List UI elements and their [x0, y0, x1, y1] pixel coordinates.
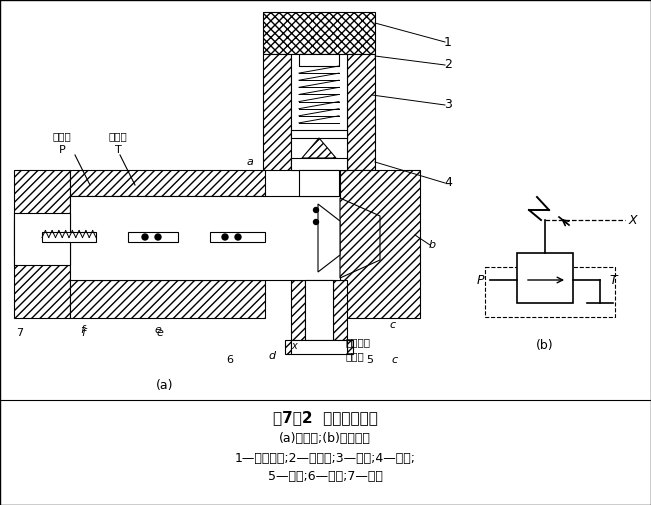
- Bar: [70, 280, 265, 318]
- Bar: [299, 54, 339, 66]
- Bar: [291, 158, 347, 170]
- Bar: [485, 267, 615, 317]
- Bar: [14, 220, 42, 255]
- Text: 或卸荷: 或卸荷: [345, 351, 364, 361]
- Text: f: f: [80, 325, 84, 335]
- Bar: [70, 170, 265, 196]
- Text: d: d: [268, 351, 275, 361]
- Circle shape: [314, 220, 318, 225]
- Text: 2: 2: [444, 59, 452, 72]
- Text: 4: 4: [444, 177, 452, 189]
- Bar: [70, 196, 340, 280]
- Text: 7: 7: [16, 328, 23, 338]
- Bar: [305, 280, 333, 340]
- Text: c: c: [392, 355, 398, 365]
- Bar: [285, 340, 291, 354]
- Text: P: P: [477, 274, 484, 286]
- Bar: [347, 340, 353, 354]
- Text: 进油腔: 进油腔: [53, 131, 72, 141]
- Text: 图7－2  先导式溢流阀: 图7－2 先导式溢流阀: [273, 411, 378, 426]
- Text: 6: 6: [227, 355, 234, 365]
- Text: P: P: [59, 145, 65, 155]
- Text: 5—弹簧;6—阀芯;7—阀座: 5—弹簧;6—阀芯;7—阀座: [268, 470, 382, 482]
- Text: e: e: [156, 328, 163, 338]
- Bar: [291, 280, 305, 340]
- Bar: [42, 232, 96, 242]
- Text: e: e: [154, 325, 161, 335]
- Polygon shape: [302, 138, 336, 158]
- Bar: [291, 340, 347, 354]
- Bar: [263, 54, 291, 170]
- Bar: [517, 253, 573, 303]
- Bar: [291, 54, 347, 170]
- Text: 3: 3: [444, 98, 452, 112]
- Bar: [178, 220, 210, 255]
- Text: (b): (b): [536, 338, 554, 351]
- Text: 1: 1: [444, 35, 452, 48]
- Text: T: T: [609, 274, 616, 286]
- Bar: [265, 220, 300, 255]
- Bar: [291, 130, 347, 138]
- Text: b: b: [428, 240, 436, 250]
- Bar: [347, 54, 375, 170]
- Text: T: T: [115, 145, 121, 155]
- Text: f: f: [81, 328, 85, 338]
- Text: c: c: [390, 320, 396, 330]
- Text: X: X: [629, 214, 637, 227]
- Bar: [299, 170, 339, 196]
- Circle shape: [222, 234, 228, 240]
- Bar: [333, 280, 347, 340]
- Text: x: x: [291, 341, 297, 351]
- Text: 1—调节螺帽;2—弹簧座;3—弹簧;4—锥阀;: 1—调节螺帽;2—弹簧座;3—弹簧;4—锥阀;: [234, 451, 415, 465]
- Circle shape: [314, 208, 318, 213]
- Bar: [96, 220, 128, 255]
- Text: 回油腔: 回油腔: [109, 131, 128, 141]
- Bar: [263, 12, 375, 54]
- Text: 5: 5: [367, 355, 374, 365]
- Text: (a)结构图;(b)图形符号: (a)结构图;(b)图形符号: [279, 431, 371, 444]
- Bar: [340, 170, 420, 318]
- Polygon shape: [340, 198, 380, 278]
- Circle shape: [235, 234, 241, 240]
- Text: (a): (a): [156, 379, 174, 391]
- Bar: [14, 213, 70, 265]
- Text: 远程调压: 远程调压: [345, 337, 370, 347]
- Text: a: a: [247, 157, 253, 167]
- Bar: [210, 232, 265, 242]
- Bar: [14, 170, 70, 318]
- Bar: [128, 232, 178, 242]
- Circle shape: [155, 234, 161, 240]
- Circle shape: [142, 234, 148, 240]
- Polygon shape: [318, 204, 340, 272]
